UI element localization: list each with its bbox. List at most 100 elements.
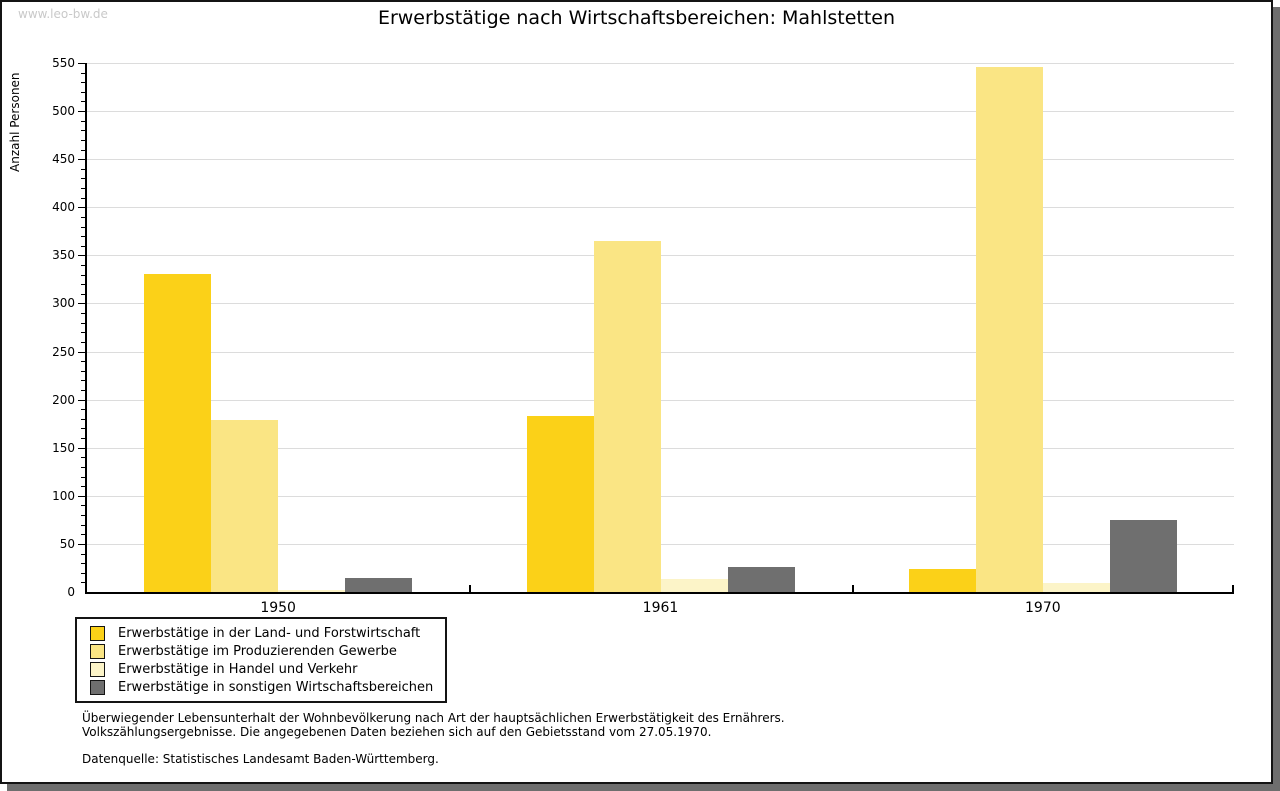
y-axis-minor-tick — [81, 168, 85, 170]
gridline — [87, 543, 1234, 545]
y-axis-minor-tick — [81, 322, 85, 324]
y-axis-minor-tick — [81, 188, 85, 190]
footnotes: Überwiegender Lebensunterhalt der Wohnbe… — [82, 711, 785, 766]
y-axis-minor-tick — [81, 476, 85, 478]
y-axis-minor-tick — [81, 466, 85, 468]
y-axis-minor-tick — [81, 505, 85, 507]
footnote-source: Datenquelle: Statistisches Landesamt Bad… — [82, 752, 439, 766]
y-axis-minor-tick — [81, 438, 85, 440]
y-axis-minor-tick — [81, 293, 85, 295]
bar-1970-series4 — [1109, 519, 1177, 592]
y-axis-minor-tick — [81, 216, 85, 218]
y-axis-major-tick — [78, 495, 86, 497]
y-axis-major-tick — [78, 351, 86, 353]
bar-1970-series1 — [908, 568, 976, 592]
y-axis-minor-tick — [81, 361, 85, 363]
bar-1961-series2 — [593, 240, 661, 592]
y-axis-tick-label: 50 — [59, 536, 75, 551]
legend-swatch-handel-verkehr — [90, 661, 105, 677]
y-axis-minor-tick — [81, 524, 85, 526]
y-axis-minor-tick — [81, 82, 85, 84]
y-axis-major-tick — [78, 111, 86, 113]
y-axis-minor-tick — [81, 226, 85, 228]
y-axis-minor-tick — [81, 130, 85, 132]
gridline — [87, 255, 1234, 257]
y-axis-minor-tick — [81, 380, 85, 382]
y-axis-major-tick — [78, 207, 86, 209]
y-axis-minor-tick — [81, 390, 85, 392]
y-axis-minor-tick — [81, 409, 85, 411]
bar-1950-series2 — [211, 419, 279, 592]
x-axis-category-label: 1950 — [260, 600, 296, 616]
footnote-line: Überwiegender Lebensunterhalt der Wohnbe… — [82, 711, 785, 725]
y-axis-minor-tick — [81, 457, 85, 459]
chart-title: Erwerbstätige nach Wirtschaftsbereichen:… — [377, 7, 896, 29]
bar-1970-series3 — [1042, 583, 1110, 592]
y-axis-major-tick — [78, 255, 86, 257]
y-axis-minor-tick — [81, 582, 85, 584]
legend-item: Erwerbstätige in der Land- und Forstwirt… — [90, 625, 439, 641]
gridline — [87, 111, 1234, 113]
legend-label: Erwerbstätige in der Land- und Forstwirt… — [118, 625, 421, 641]
legend-swatch-produzierendes-gewerbe — [90, 643, 105, 659]
y-axis-tick-label: 400 — [52, 200, 75, 215]
gridline — [87, 303, 1234, 305]
y-axis-tick-label: 450 — [52, 152, 75, 167]
y-axis-minor-tick — [81, 563, 85, 565]
bar-1961-series4 — [727, 567, 795, 592]
y-axis-minor-tick — [81, 515, 85, 517]
y-axis-major-tick — [78, 447, 86, 449]
y-axis-major-tick — [78, 63, 86, 64]
y-axis-minor-tick — [81, 91, 85, 93]
y-axis-minor-tick — [81, 197, 85, 199]
y-axis-minor-tick — [81, 418, 85, 420]
y-axis-minor-tick — [81, 370, 85, 372]
y-axis-minor-tick — [81, 149, 85, 151]
gridline — [87, 351, 1234, 353]
y-axis-minor-tick — [81, 428, 85, 430]
y-axis-major-tick — [78, 303, 86, 305]
legend-swatch-land-forstwirtschaft — [90, 625, 105, 641]
y-axis-minor-tick — [81, 284, 85, 286]
y-axis-major-tick — [78, 543, 86, 545]
y-axis-tick-label: 250 — [52, 344, 75, 359]
y-axis-minor-tick — [81, 341, 85, 343]
y-axis-title: Anzahl Personen — [8, 72, 22, 172]
watermark: www.leo-bw.de — [18, 7, 108, 21]
x-axis-category-label: 1961 — [642, 600, 679, 616]
gridline — [87, 447, 1234, 449]
y-axis-tick-label: 150 — [52, 440, 75, 455]
x-axis-tick — [469, 585, 472, 592]
y-axis-major-tick — [78, 159, 86, 161]
y-axis-minor-tick — [81, 101, 85, 103]
y-axis-minor-tick — [81, 553, 85, 555]
legend-label: Erwerbstätige im Produzierenden Gewerbe — [118, 643, 397, 659]
gridline — [87, 399, 1234, 401]
gridline — [87, 159, 1234, 161]
y-axis-minor-tick — [81, 245, 85, 247]
y-axis-tick-label: 100 — [52, 488, 75, 503]
legend-item: Erwerbstätige in sonstigen Wirtschaftsbe… — [90, 679, 439, 695]
bar-1970-series2 — [975, 66, 1043, 592]
y-axis-minor-tick — [81, 572, 85, 574]
y-axis-tick-label: 200 — [52, 392, 75, 407]
y-axis-tick-label: 0 — [67, 585, 75, 599]
gridline — [87, 495, 1234, 497]
y-axis-minor-tick — [81, 313, 85, 315]
legend: Erwerbstätige in der Land- und Forstwirt… — [75, 617, 447, 703]
y-axis-tick-label: 350 — [52, 248, 75, 263]
gridline — [87, 63, 1234, 64]
y-axis-minor-tick — [81, 486, 85, 488]
bar-1950-series1 — [144, 273, 212, 592]
legend-swatch-sonstige-bereiche — [90, 679, 105, 695]
y-axis-minor-tick — [81, 120, 85, 122]
y-axis-major-tick — [78, 399, 86, 401]
legend-label: Erwerbstätige in Handel und Verkehr — [118, 661, 358, 677]
y-axis-minor-tick — [81, 332, 85, 334]
legend-item: Erwerbstätige in Handel und Verkehr — [90, 661, 439, 677]
legend-label: Erwerbstätige in sonstigen Wirtschaftsbe… — [118, 679, 434, 695]
bar-1950-series3 — [278, 590, 346, 592]
y-axis-tick-label: 300 — [52, 296, 75, 311]
y-axis-minor-tick — [81, 178, 85, 180]
